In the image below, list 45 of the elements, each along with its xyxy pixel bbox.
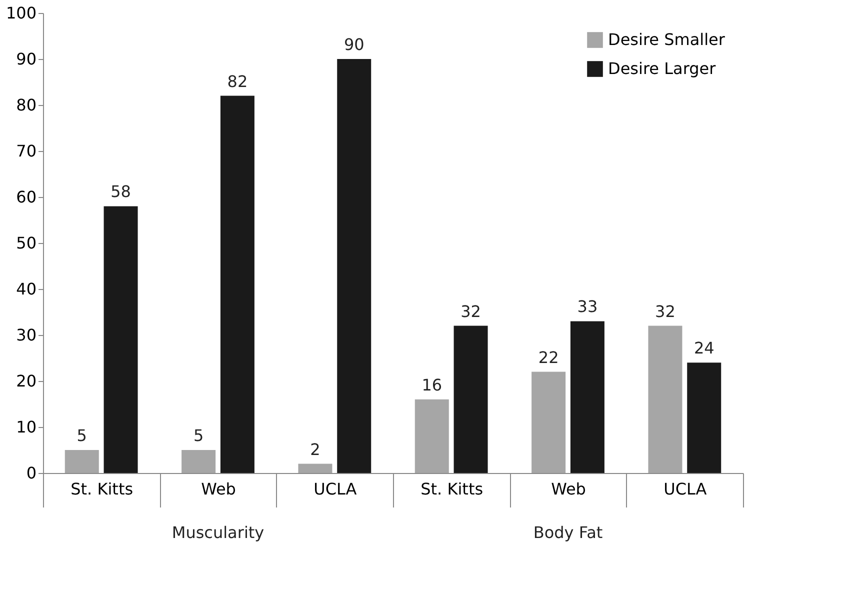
y-tick-label: 0 [26, 464, 36, 482]
data-label: 5 [76, 426, 87, 445]
bar [648, 326, 682, 473]
bar [570, 321, 604, 473]
bar [337, 59, 372, 473]
data-label: 33 [577, 297, 598, 316]
data-label: 16 [422, 375, 442, 394]
x-tick-label: UCLA [314, 480, 357, 498]
data-label: 22 [538, 348, 559, 367]
data-label: 58 [110, 182, 131, 202]
data-label: 2 [310, 440, 320, 459]
y-tick-label: 40 [16, 280, 36, 298]
legend-label: Desire Larger [608, 59, 716, 78]
y-tick-label: 60 [16, 188, 36, 206]
y-tick-label: 10 [16, 418, 36, 436]
text: Muscularity [172, 523, 264, 542]
y-tick-label: 80 [16, 96, 36, 114]
x-tick-label: Web [201, 480, 236, 498]
bar [298, 464, 332, 473]
x-tick-label: UCLA [664, 480, 707, 498]
data-label: 82 [227, 72, 248, 91]
text: Body Fat [533, 523, 603, 542]
bar [104, 206, 138, 473]
data-label: 32 [460, 302, 481, 321]
y-tick-label: 20 [16, 372, 36, 390]
legend-label: Desire Smaller [608, 30, 726, 49]
bar [220, 96, 254, 473]
x-tick-label: St. Kitts [70, 480, 134, 498]
x-tick-label: St. Kitts [420, 480, 484, 498]
bar [414, 399, 449, 473]
bar [687, 362, 722, 473]
bar [64, 450, 99, 473]
data-label: 5 [193, 426, 204, 445]
y-tick-label: 30 [16, 326, 36, 344]
y-tick-label: 70 [16, 142, 36, 160]
bar [532, 372, 566, 473]
bar [454, 326, 488, 473]
x-tick-label: Web [551, 480, 586, 498]
y-tick-label: 90 [16, 50, 36, 68]
y-tick-label: 50 [16, 234, 36, 252]
data-label: 90 [344, 35, 364, 54]
y-tick-label: 100 [6, 4, 36, 22]
data-label: 24 [694, 338, 714, 358]
data-label: 32 [655, 302, 676, 321]
bar [182, 450, 216, 473]
